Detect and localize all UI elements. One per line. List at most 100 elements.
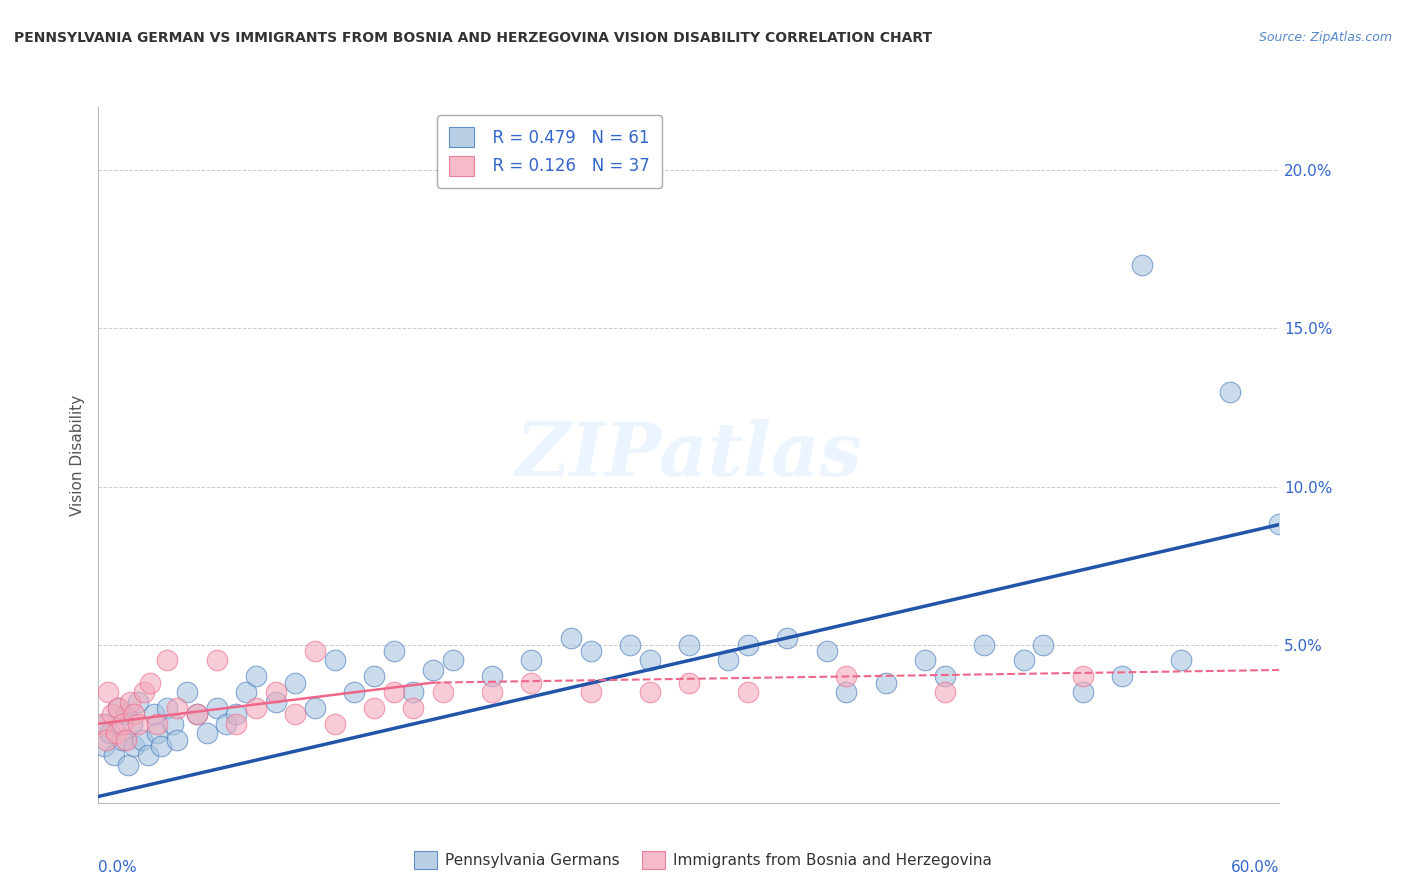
Point — [914, 653, 936, 667]
Point — [122, 739, 145, 753]
Point — [579, 644, 602, 658]
Point — [815, 644, 838, 658]
Point — [579, 685, 602, 699]
Point — [343, 685, 366, 699]
Point — [1032, 638, 1054, 652]
Text: 60.0%: 60.0% — [1232, 860, 1279, 875]
Y-axis label: Vision Disability: Vision Disability — [69, 394, 84, 516]
Point — [205, 653, 228, 667]
Point — [131, 732, 153, 747]
Point — [1012, 653, 1035, 667]
Point — [402, 685, 425, 699]
Point — [166, 732, 188, 747]
Point — [284, 675, 307, 690]
Point — [323, 716, 346, 731]
Point — [1111, 669, 1133, 683]
Point — [638, 653, 661, 667]
Text: 0.0%: 0.0% — [98, 860, 138, 875]
Point — [235, 685, 257, 699]
Point — [103, 748, 125, 763]
Point — [678, 675, 700, 690]
Point — [127, 695, 149, 709]
Point — [225, 707, 247, 722]
Point — [520, 675, 543, 690]
Point — [105, 726, 128, 740]
Point — [150, 739, 173, 753]
Point — [98, 726, 121, 740]
Point — [737, 685, 759, 699]
Point — [481, 669, 503, 683]
Point — [363, 669, 385, 683]
Point — [284, 707, 307, 722]
Point — [146, 726, 169, 740]
Point — [1071, 685, 1094, 699]
Point — [1130, 258, 1153, 272]
Point — [121, 716, 143, 731]
Point — [96, 716, 118, 731]
Point — [382, 685, 405, 699]
Point — [156, 701, 179, 715]
Point — [127, 716, 149, 731]
Point — [835, 685, 858, 699]
Point — [162, 716, 184, 731]
Point — [304, 644, 326, 658]
Point — [245, 701, 267, 715]
Point — [481, 685, 503, 699]
Point — [186, 707, 208, 722]
Point — [117, 757, 139, 772]
Point — [363, 701, 385, 715]
Legend:   R = 0.479   N = 61,   R = 0.126   N = 37: R = 0.479 N = 61, R = 0.126 N = 37 — [437, 115, 662, 187]
Point — [934, 669, 956, 683]
Point — [1170, 653, 1192, 667]
Point — [215, 716, 238, 731]
Point — [323, 653, 346, 667]
Point — [1219, 384, 1241, 399]
Point — [146, 716, 169, 731]
Point — [875, 675, 897, 690]
Point — [422, 663, 444, 677]
Point — [973, 638, 995, 652]
Point — [115, 707, 138, 722]
Point — [441, 653, 464, 667]
Point — [138, 675, 160, 690]
Point — [304, 701, 326, 715]
Point — [205, 701, 228, 715]
Point — [225, 716, 247, 731]
Point — [264, 695, 287, 709]
Point — [118, 695, 141, 709]
Point — [835, 669, 858, 683]
Point — [186, 707, 208, 722]
Point — [638, 685, 661, 699]
Point — [717, 653, 740, 667]
Point — [402, 701, 425, 715]
Point — [520, 653, 543, 667]
Point — [156, 653, 179, 667]
Point — [97, 685, 120, 699]
Point — [1071, 669, 1094, 683]
Point — [560, 632, 582, 646]
Point — [107, 701, 129, 715]
Point — [93, 739, 115, 753]
Point — [195, 726, 218, 740]
Point — [619, 638, 641, 652]
Point — [107, 701, 129, 715]
Point — [264, 685, 287, 699]
Point — [91, 716, 114, 731]
Point — [382, 644, 405, 658]
Text: ZIPatlas: ZIPatlas — [516, 418, 862, 491]
Point — [142, 707, 165, 722]
Point — [737, 638, 759, 652]
Point — [115, 732, 138, 747]
Point — [245, 669, 267, 683]
Point — [776, 632, 799, 646]
Point — [432, 685, 454, 699]
Point — [111, 732, 134, 747]
Point — [678, 638, 700, 652]
Point — [122, 707, 145, 722]
Point — [176, 685, 198, 699]
Point — [132, 685, 155, 699]
Point — [111, 716, 134, 731]
Point — [934, 685, 956, 699]
Text: PENNSYLVANIA GERMAN VS IMMIGRANTS FROM BOSNIA AND HERZEGOVINA VISION DISABILITY : PENNSYLVANIA GERMAN VS IMMIGRANTS FROM B… — [14, 31, 932, 45]
Point — [1268, 517, 1291, 532]
